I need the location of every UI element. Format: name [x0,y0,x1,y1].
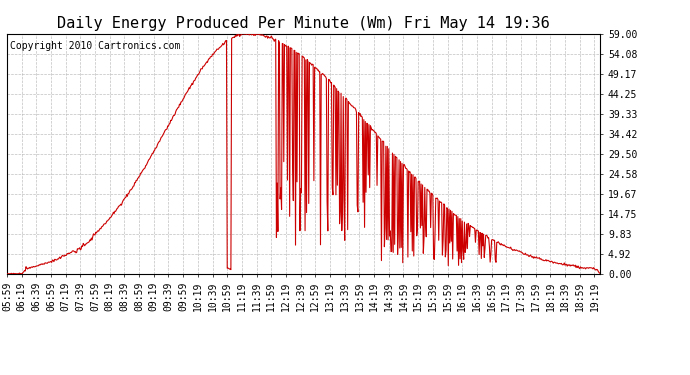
Text: Copyright 2010 Cartronics.com: Copyright 2010 Cartronics.com [10,41,180,51]
Title: Daily Energy Produced Per Minute (Wm) Fri May 14 19:36: Daily Energy Produced Per Minute (Wm) Fr… [57,16,550,31]
